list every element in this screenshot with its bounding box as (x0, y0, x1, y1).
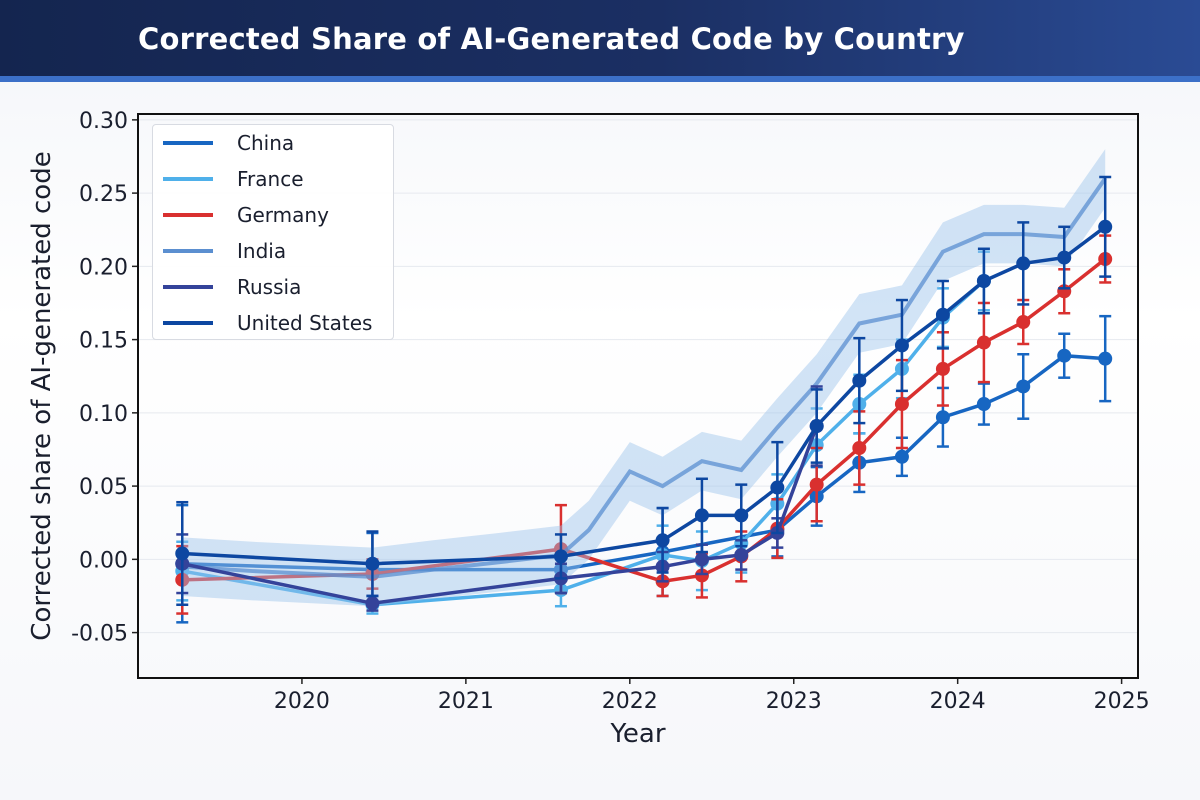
title-banner: Corrected Share of AI-Generated Code by … (0, 0, 1200, 82)
data-point (1057, 348, 1072, 363)
data-point (1098, 351, 1113, 366)
data-point (694, 552, 709, 567)
x-tick-label: 2020 (274, 689, 330, 714)
legend-label: India (237, 239, 287, 263)
x-tick-label: 2022 (602, 689, 658, 714)
legend-swatch (163, 141, 213, 145)
y-tick-label: 0.10 (79, 402, 128, 427)
data-point (976, 274, 991, 289)
data-point (655, 533, 670, 548)
data-point (175, 546, 190, 561)
data-point (365, 556, 380, 571)
x-tick-label: 2023 (766, 689, 822, 714)
x-tick-label: 2021 (438, 689, 494, 714)
plot-frame (137, 113, 1139, 679)
data-point (694, 508, 709, 523)
legend-swatch (163, 249, 213, 253)
legend-swatch (163, 285, 213, 289)
data-point (852, 373, 867, 388)
legend-item: United States (163, 308, 372, 338)
chart-title: Corrected Share of AI-Generated Code by … (138, 22, 965, 56)
legend-item: Russia (163, 272, 301, 302)
legend-swatch (163, 321, 213, 325)
legend-label: Germany (237, 203, 329, 227)
legend-label: United States (237, 311, 373, 335)
x-axis-label: Year (609, 719, 665, 749)
series-united-states (175, 175, 1113, 607)
y-tick-label: 0.30 (79, 109, 128, 134)
data-point (1016, 379, 1031, 394)
data-point (1098, 219, 1113, 234)
data-point (365, 596, 380, 611)
data-point (734, 547, 749, 562)
data-point (935, 307, 950, 322)
data-point (894, 449, 909, 464)
data-point (1016, 315, 1031, 330)
legend-item: India (163, 236, 286, 266)
legend-item: China (163, 128, 294, 158)
series-india (182, 149, 1107, 607)
data-point (809, 419, 824, 434)
data-point (1016, 256, 1031, 271)
legend-item: Germany (163, 200, 329, 230)
legend-swatch (163, 213, 213, 217)
legend-swatch (163, 177, 213, 181)
data-point (935, 410, 950, 425)
confidence-band (182, 149, 1106, 607)
series-line (182, 177, 1107, 579)
data-point (770, 480, 785, 495)
legend: China France Germany India Russia United Stat… (152, 124, 394, 340)
x-tick-label: 2024 (930, 689, 986, 714)
data-point (976, 397, 991, 412)
data-point (1057, 250, 1072, 265)
data-point (734, 508, 749, 523)
y-tick-label: 0.00 (79, 548, 128, 573)
series-line (181, 279, 986, 607)
y-tick-label: 0.25 (79, 182, 128, 207)
data-point (935, 361, 950, 376)
series-line (181, 425, 819, 606)
legend-label: China (237, 131, 295, 155)
y-tick-label: -0.05 (71, 622, 128, 647)
data-point (852, 441, 867, 456)
y-tick-label: 0.15 (79, 329, 128, 354)
y-tick-label: 0.05 (79, 475, 128, 500)
y-axis-label: Corrected share of AI-generated code (27, 151, 57, 640)
data-point (894, 338, 909, 353)
x-tick-label: 2025 (1094, 689, 1150, 714)
legend-item: France (163, 164, 304, 194)
data-point (809, 477, 824, 492)
legend-label: Russia (237, 275, 302, 299)
data-point (553, 549, 568, 564)
y-tick-label: 0.20 (79, 255, 128, 280)
legend-label: France (237, 167, 304, 191)
data-point (694, 568, 709, 583)
data-point (976, 335, 991, 350)
data-point (894, 397, 909, 412)
